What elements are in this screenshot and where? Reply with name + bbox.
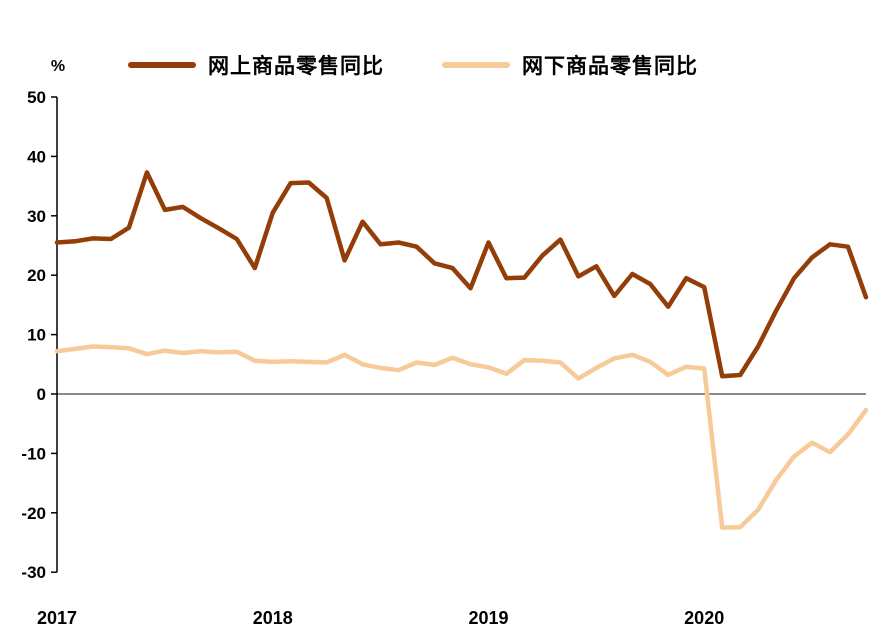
svg-text:-30: -30 <box>21 563 46 582</box>
svg-text:30: 30 <box>27 207 46 226</box>
svg-text:2019: 2019 <box>468 608 508 628</box>
svg-text:40: 40 <box>27 147 46 166</box>
svg-text:2018: 2018 <box>253 608 293 628</box>
svg-text:10: 10 <box>27 326 46 345</box>
svg-text:2020: 2020 <box>684 608 724 628</box>
legend-swatch-offline-icon <box>442 62 510 68</box>
svg-text:-10: -10 <box>21 444 46 463</box>
svg-text:%: % <box>51 58 65 75</box>
svg-text:20: 20 <box>27 266 46 285</box>
svg-text:50: 50 <box>27 88 46 107</box>
legend-label-online: 网上商品零售同比 <box>208 55 384 78</box>
legend-item-offline: 网下商品零售同比 <box>442 50 698 80</box>
legend-label-offline: 网下商品零售同比 <box>522 55 698 78</box>
svg-text:2017: 2017 <box>37 608 77 628</box>
legend-swatch-online-icon <box>128 62 196 68</box>
svg-text:0: 0 <box>37 385 46 404</box>
legend: 网上商品零售同比 网下商品零售同比 <box>128 50 698 80</box>
legend-item-online: 网上商品零售同比 <box>128 50 384 80</box>
svg-text:-20: -20 <box>21 504 46 523</box>
